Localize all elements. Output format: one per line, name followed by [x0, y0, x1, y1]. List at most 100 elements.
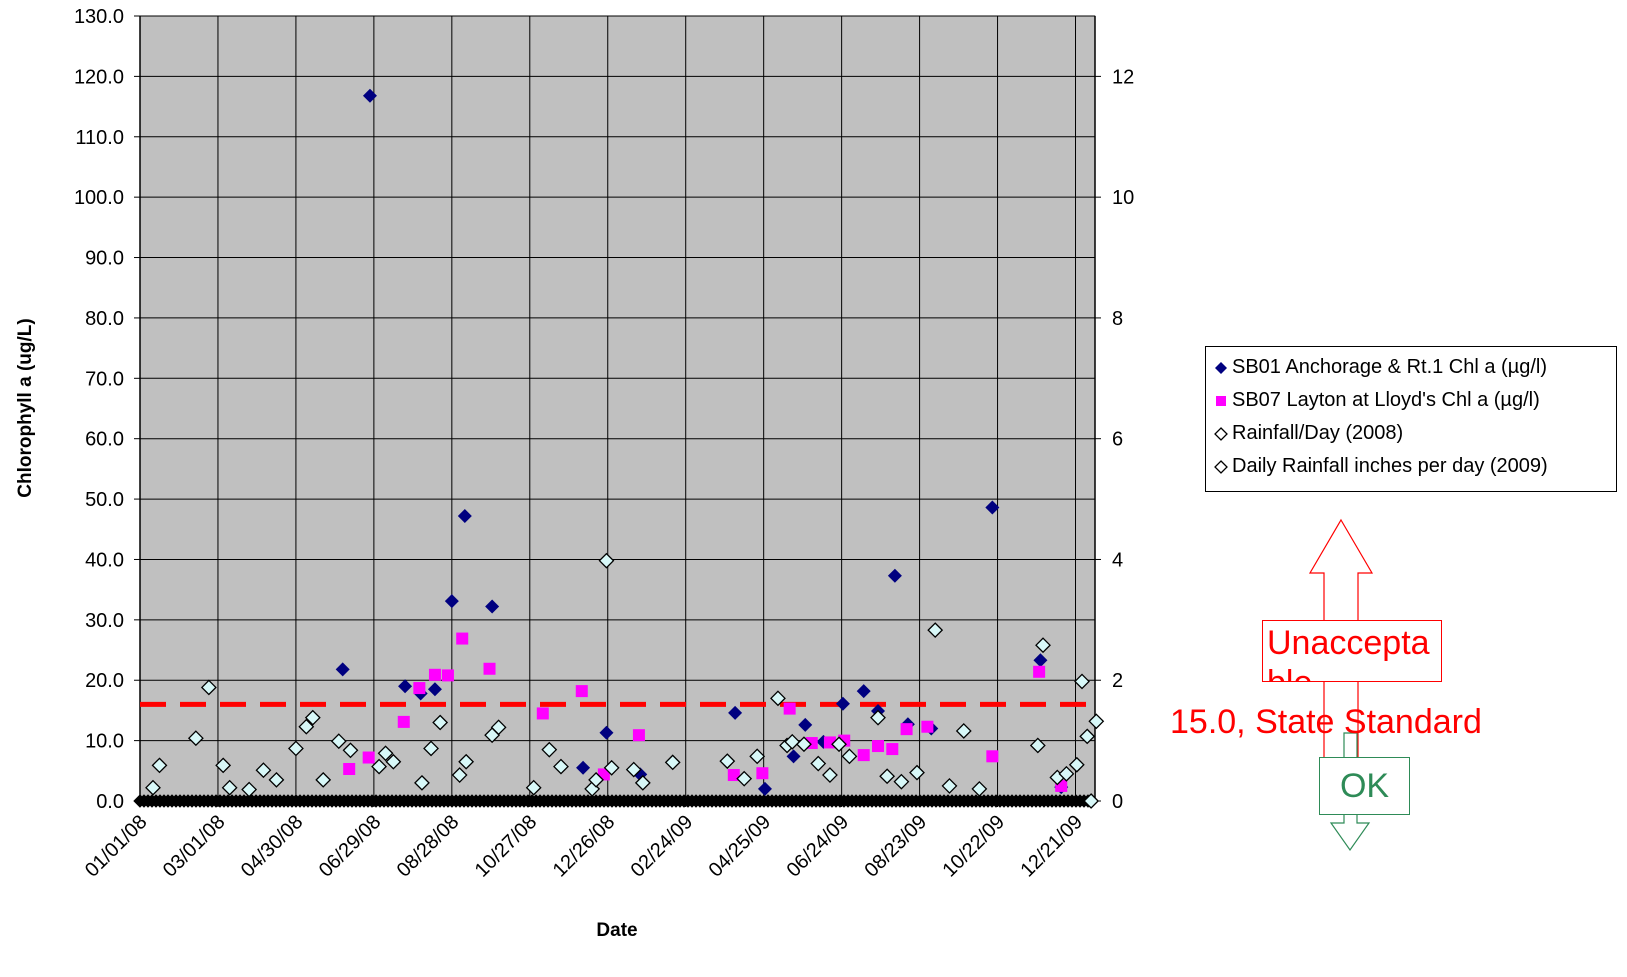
- rainfall-2008-point: [588, 771, 604, 788]
- y2-tick-label: 8: [1112, 308, 1123, 330]
- sb01-point: [985, 500, 1000, 515]
- sb01-point: [599, 725, 614, 740]
- y-tick-label: 130.0: [74, 6, 124, 28]
- ok-label: OK: [1319, 757, 1410, 815]
- rainfall-2008-point: [541, 741, 558, 758]
- y2-tick-label: 0: [1112, 791, 1123, 813]
- x-tick-label: 12/21/09: [1016, 811, 1087, 882]
- rainfall-2008-point: [200, 679, 217, 696]
- rainfall-2009-point: [870, 709, 886, 726]
- sb01-point: [856, 684, 871, 699]
- legend-item-rain2009: Daily Rainfall inches per day (2009): [1214, 450, 1616, 483]
- rainfall-2009-point: [749, 748, 766, 765]
- rainfall-2009-point: [1035, 637, 1051, 654]
- rainfall-2009-point: [625, 761, 642, 778]
- y-tick-label: 80.0: [85, 308, 124, 330]
- y2-tick-label: 12: [1112, 66, 1134, 88]
- open-diamond-icon: [1214, 426, 1228, 441]
- filled-diamond-icon: [1215, 361, 1227, 374]
- rainfall-2009-point: [893, 773, 910, 790]
- sb01-point: [485, 599, 500, 614]
- rainfall-2008-point: [255, 762, 272, 779]
- y-tick-label: 100.0: [74, 187, 124, 209]
- y-tick-label: 120.0: [74, 66, 124, 88]
- state-standard-label: 15.0, State Standard: [1170, 703, 1482, 741]
- y-tick-label: 50.0: [85, 489, 124, 511]
- sb07-point: [900, 723, 913, 736]
- rainfall-2008-point: [315, 771, 332, 788]
- rainfall-2009-point: [971, 781, 988, 797]
- sb07-point: [1033, 665, 1046, 678]
- x-tick-label: 01/01/08: [81, 811, 152, 882]
- sb01-point: [798, 717, 813, 732]
- x-tick-label: 12/26/08: [549, 811, 620, 882]
- sb01-point: [786, 749, 801, 764]
- rainfall-2008-point: [145, 779, 161, 796]
- x-tick-label: 03/01/08: [159, 811, 230, 882]
- y-tick-label: 40.0: [85, 549, 124, 571]
- sb01-point: [335, 662, 350, 677]
- x-axis-title: Date: [596, 920, 637, 941]
- sb07-point: [727, 769, 740, 782]
- legend-item-rain2008: Rainfall/Day (2008): [1214, 417, 1616, 450]
- legend-item-sb07: SB07 Layton at Lloyd's Chl a (µg/l): [1214, 384, 1616, 417]
- y-tick-label: 30.0: [85, 610, 124, 632]
- rainfall-2009-point: [634, 774, 651, 791]
- x-tick-label: 06/29/08: [315, 811, 386, 882]
- plot-area: [139, 15, 1096, 802]
- sb07-point: [921, 720, 934, 733]
- sb07-point: [872, 740, 885, 753]
- rainfall-2008-point: [525, 779, 542, 796]
- x-tick-label: 02/24/09: [627, 811, 698, 882]
- rainfall-2008-point: [241, 781, 258, 798]
- zero-rainfall-band: [133, 794, 1099, 808]
- x-tick-label: 04/25/09: [705, 811, 776, 882]
- sb07-point: [756, 767, 769, 780]
- sb07-point: [986, 750, 999, 763]
- rainfall-2008-point: [385, 753, 402, 770]
- sb01-point: [457, 508, 472, 523]
- y-axis-title: Chlorophyll a (ug/L): [15, 318, 36, 497]
- rainfall-2009-point: [841, 748, 858, 765]
- square-icon: [1216, 395, 1226, 406]
- rainfall-2009-point: [1068, 756, 1085, 773]
- rainfall-2008-point: [423, 740, 439, 757]
- rainfall-2009-point: [1083, 793, 1100, 809]
- y-tick-label: 70.0: [85, 368, 124, 390]
- sb01-point: [576, 760, 591, 775]
- sb01-point: [757, 781, 772, 796]
- sb07-point: [397, 715, 410, 728]
- legend-label-sb07: SB07 Layton at Lloyd's Chl a (µg/l): [1232, 389, 1540, 411]
- rainfall-2008-point: [268, 771, 285, 788]
- y-tick-label: 20.0: [85, 670, 124, 692]
- rainfall-2009-point: [1088, 713, 1105, 730]
- rainfall-2008-point: [598, 552, 615, 569]
- rainfall-2008-point: [304, 709, 321, 726]
- rainfall-2009-point: [664, 754, 681, 771]
- sb01-point: [362, 88, 377, 103]
- rainfall-2008-point: [330, 733, 347, 750]
- legend-item-sb01: SB01 Anchorage & Rt.1 Chl a (µg/l): [1214, 351, 1616, 384]
- open-diamond-icon: [1214, 459, 1228, 474]
- sb07-point: [575, 685, 588, 698]
- rainfall-2008-point: [187, 730, 204, 747]
- rainfall-2008-point: [298, 718, 315, 735]
- sb07-point: [441, 669, 454, 682]
- rainfall-2008-point: [414, 774, 430, 791]
- rainfall-2009-point: [736, 770, 753, 787]
- y-tick-label: 0.0: [96, 791, 124, 813]
- sb01-point: [444, 594, 459, 609]
- legend-label-sb01: SB01 Anchorage & Rt.1 Chl a (µg/l): [1232, 356, 1548, 378]
- legend: SB01 Anchorage & Rt.1 Chl a (µg/l) SB07 …: [1205, 346, 1617, 492]
- sb07-point: [413, 682, 426, 695]
- sb07-point: [483, 662, 496, 675]
- sb07-point: [783, 702, 796, 715]
- rainfall-2008-point: [342, 742, 359, 759]
- rainfall-2008-point: [553, 758, 569, 775]
- x-tick-label: 08/23/09: [861, 811, 932, 882]
- rainfall-2009-point: [719, 753, 736, 770]
- rainfall-2008-point: [151, 757, 168, 774]
- rainfall-2008-point: [458, 753, 475, 770]
- rainfall-2008-point: [377, 745, 394, 762]
- y2-tick-label: 10: [1112, 187, 1134, 209]
